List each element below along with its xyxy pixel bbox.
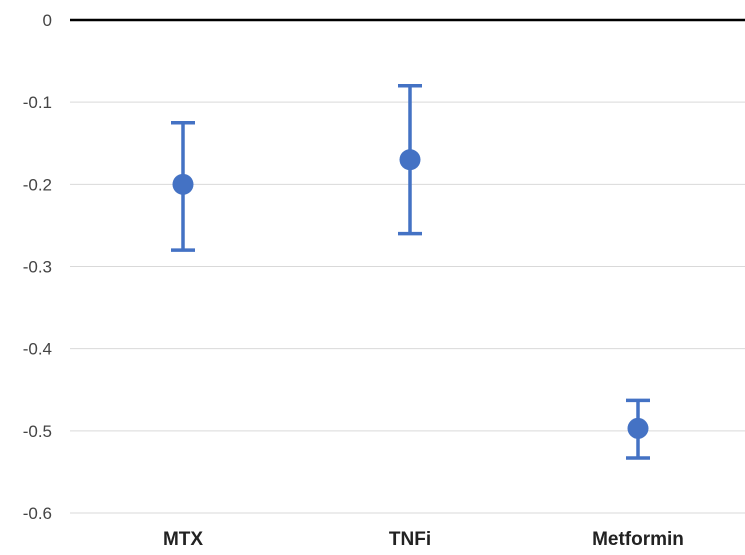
y-tick-label: -0.1 bbox=[23, 93, 52, 112]
category-label: MTX bbox=[163, 529, 203, 550]
error-bar-tnfi bbox=[398, 83, 422, 236]
y-tick-label: -0.6 bbox=[23, 504, 52, 523]
point-estimate-marker bbox=[399, 149, 421, 171]
gridlines bbox=[70, 18, 745, 514]
y-tick-label: -0.5 bbox=[23, 422, 52, 441]
y-axis-tick-labels: 0 -0.1 -0.2 -0.3 -0.4 -0.5 -0.6 bbox=[23, 11, 52, 523]
point-estimate-marker bbox=[627, 417, 649, 439]
category-label: Metformin bbox=[592, 529, 684, 550]
category-label: TNFi bbox=[389, 529, 431, 550]
point-estimate-marker bbox=[172, 173, 194, 195]
error-bars bbox=[171, 83, 650, 460]
x-axis-category-labels: MTX TNFi Metformin bbox=[163, 529, 684, 550]
y-tick-label: 0 bbox=[43, 11, 52, 30]
y-tick-label: -0.3 bbox=[23, 258, 52, 277]
error-bar-metformin bbox=[626, 398, 650, 460]
y-tick-label: -0.2 bbox=[23, 175, 52, 194]
y-tick-label: -0.4 bbox=[23, 340, 52, 359]
error-bar-mtx bbox=[171, 120, 195, 252]
